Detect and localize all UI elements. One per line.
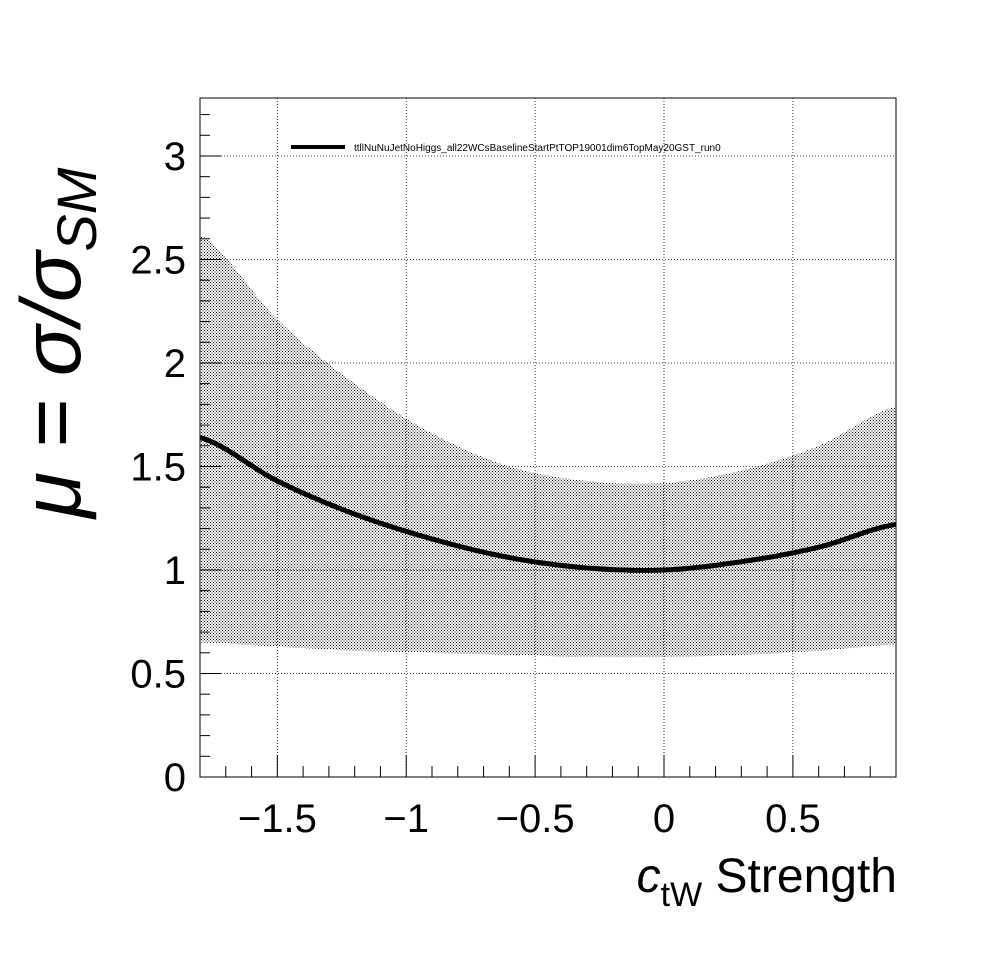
x-axis-var: c [637, 850, 661, 903]
y-tick-label: 1.5 [130, 445, 186, 489]
legend-label: ttllNuNuJetNoHiggs_all22WCsBaselineStart… [354, 143, 721, 154]
x-axis-rest: Strength [702, 850, 897, 903]
series-line [200, 435, 896, 573]
y-axis-title: μ = σ/σSM [4, 167, 108, 520]
x-tick-label: −1.5 [238, 797, 317, 841]
plot-frame [199, 97, 897, 778]
y-tick-label: 1 [164, 549, 186, 593]
y-tick-label: 2.5 [130, 238, 186, 282]
y-tick-label: 0.5 [130, 652, 186, 696]
x-tick-labels: −1.5 −1 −0.5 0 0.5 [238, 797, 821, 841]
y-axis-main: μ = σ/σ [4, 248, 98, 520]
x-axis-sub: tW [661, 876, 703, 914]
y-tick-label: 3 [164, 135, 186, 179]
axis-ticks [199, 114, 897, 778]
x-tick-label: −1 [383, 797, 429, 841]
y-axis-sub: SM [45, 167, 108, 251]
x-tick-label: −0.5 [496, 797, 575, 841]
x-axis-title: ctW Strength [637, 850, 897, 914]
y-tick-labels: 0 0.5 1 1.5 2 2.5 3 [130, 135, 186, 800]
y-tick-label: 0 [164, 756, 186, 800]
y-tick-label: 2 [164, 342, 186, 386]
x-tick-label: 0.5 [765, 797, 821, 841]
uncertainty-band [200, 234, 896, 658]
x-tick-label: 0 [653, 797, 675, 841]
legend: ttllNuNuJetNoHiggs_all22WCsBaselineStart… [291, 143, 721, 154]
